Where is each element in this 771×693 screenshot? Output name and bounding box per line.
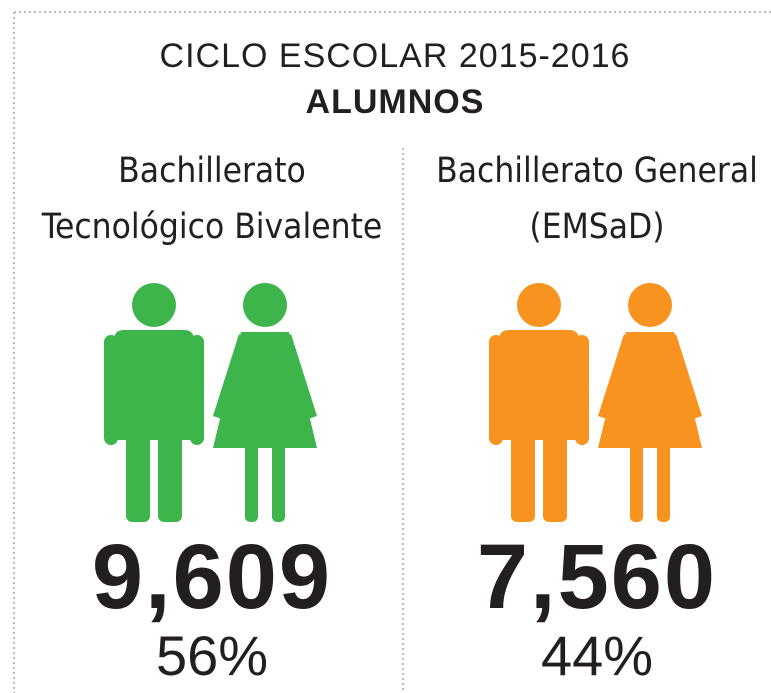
- subtitle: ALUMNOS: [306, 83, 485, 121]
- woman-leg: [657, 440, 670, 522]
- student-percent: 56%: [156, 624, 268, 687]
- woman-leg: [272, 440, 285, 522]
- man-body: [499, 330, 579, 440]
- title: CICLO ESCOLAR 2015-2016: [160, 37, 631, 75]
- woman-leg: [245, 440, 258, 522]
- woman-arm: [668, 334, 702, 420]
- student-count: 9,609: [92, 526, 332, 628]
- column-label: Bachillerato General: [436, 151, 758, 191]
- woman-leg: [630, 440, 643, 522]
- man-arm: [104, 335, 118, 445]
- man-arm: [190, 335, 204, 445]
- man-leg: [543, 430, 567, 522]
- column-label: (EMSaD): [529, 207, 664, 247]
- man-arm: [489, 335, 503, 445]
- woman-head: [243, 283, 287, 327]
- column-label: Tecnológico Bivalente: [41, 207, 383, 247]
- man-head: [132, 283, 176, 327]
- column-label: Bachillerato: [118, 151, 306, 191]
- student-percent: 44%: [541, 624, 653, 687]
- man-head: [517, 283, 561, 327]
- woman-arm: [213, 334, 247, 420]
- man-leg: [511, 430, 535, 522]
- woman-arm: [598, 334, 632, 420]
- man-arm: [575, 335, 589, 445]
- man-body: [114, 330, 194, 440]
- student-count: 7,560: [477, 526, 717, 628]
- people-icon: [489, 283, 702, 522]
- man-leg: [126, 430, 150, 522]
- woman-head: [628, 283, 672, 327]
- man-leg: [158, 430, 182, 522]
- woman-arm: [283, 334, 317, 420]
- people-icon: [104, 283, 317, 522]
